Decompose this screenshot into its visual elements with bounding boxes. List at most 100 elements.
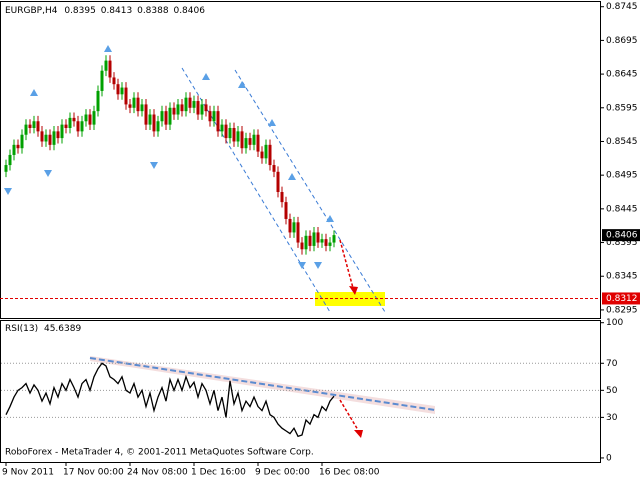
price-label-bg [602, 229, 640, 242]
rsi-name: RSI(13) [5, 324, 38, 334]
candle-body [268, 144, 272, 166]
candle-body [308, 235, 312, 246]
candle-body [132, 97, 136, 108]
y-tick-label: 0.8695 [606, 36, 638, 46]
candle-body [60, 124, 64, 139]
candle-body [108, 60, 112, 78]
arrow-head [354, 430, 363, 438]
candle-body [64, 124, 68, 128]
symbol: EURGBP,H4 [5, 6, 58, 16]
candle-body [44, 134, 48, 142]
candle-body [196, 101, 200, 115]
candle-body [216, 111, 220, 132]
arrow-head [349, 286, 358, 295]
candle-body [280, 192, 284, 203]
candle-body [116, 84, 120, 95]
candle-body [168, 107, 172, 125]
candle-body [276, 171, 280, 193]
candle-body [272, 165, 276, 172]
y-tick-label: 70 [606, 359, 618, 369]
candle-body [76, 121, 80, 132]
candle-body [28, 124, 32, 128]
candle-body [204, 104, 208, 112]
y-tick-label: 0 [606, 453, 612, 463]
y-tick-label: 0.8445 [606, 204, 638, 214]
candle-body [84, 114, 88, 122]
y-tick-label: 30 [606, 413, 618, 423]
rsi-line [5, 362, 335, 438]
candle-body [80, 121, 84, 132]
rsi-header: RSI(13) 45.6389 [5, 324, 81, 334]
candle-body [200, 104, 204, 115]
candle-body [32, 121, 36, 128]
candle-body [240, 131, 244, 149]
target-label-bg [602, 292, 640, 305]
channel-line [181, 67, 331, 313]
y-tick-label: 50 [606, 386, 618, 396]
rsi-panel [0, 320, 601, 463]
y-tick-label: 0.8345 [606, 272, 638, 282]
candle-body [4, 165, 8, 172]
rsi-trendline [89, 357, 436, 411]
candle-body [264, 144, 268, 159]
candle-body [148, 114, 152, 125]
open: 0.8395 [64, 6, 96, 16]
candle-body [56, 131, 60, 139]
candle-body [256, 134, 260, 152]
candle-body [176, 104, 180, 115]
y-tick-label: 0.8745 [606, 2, 638, 12]
candle-body [20, 134, 24, 149]
candle-body [36, 121, 40, 132]
candle-body [304, 235, 308, 250]
target-zone [315, 292, 385, 306]
candle-body [156, 121, 160, 132]
candle-body [184, 97, 188, 112]
candle-body [88, 114, 92, 125]
target-label: 0.8312 [606, 294, 638, 304]
candle-body [292, 222, 296, 233]
candle-body [96, 90, 100, 112]
candle-body [72, 117, 76, 122]
y-tick-label: 0.8495 [606, 171, 638, 181]
high: 0.8413 [101, 6, 133, 16]
candle-body [192, 101, 196, 108]
candle-body [284, 202, 288, 219]
candle-body [324, 239, 328, 246]
candle-body [248, 138, 252, 145]
candle-body [220, 124, 224, 132]
low: 0.8388 [137, 6, 169, 16]
candle-body [100, 70, 104, 91]
candle-body [112, 77, 116, 85]
forecast-arrow [339, 399, 359, 431]
candle-body [208, 111, 212, 122]
channel-line [234, 69, 386, 313]
candle-body [244, 138, 248, 149]
candle-body [228, 127, 232, 139]
candle-body [48, 134, 52, 145]
candle-body [320, 239, 324, 243]
candle-body [68, 117, 72, 128]
candle-body [120, 87, 124, 95]
candle-body [296, 222, 300, 243]
y-tick-label: 0.8295 [606, 305, 638, 315]
candle-body [140, 104, 144, 112]
copyright: RoboForex - MetaTrader 4, © 2001-2011 Me… [5, 448, 314, 458]
candle-body [144, 104, 148, 125]
candle-body [328, 242, 332, 246]
candle-body [288, 218, 292, 233]
candle-body [12, 144, 16, 155]
x-tick-label: 16 Dec 08:00 [319, 468, 380, 478]
candle-body [124, 87, 128, 105]
candle-body [172, 107, 176, 115]
x-tick-label: 1 Dec 16:00 [191, 468, 246, 478]
candle-body [300, 242, 304, 250]
candle-body [188, 97, 192, 108]
candle-body [92, 111, 96, 125]
candle-body [104, 60, 108, 71]
y-tick-label: 0.8595 [606, 103, 638, 113]
candle-body [52, 131, 56, 145]
candle-body [260, 151, 264, 159]
forecast-arrow [339, 239, 354, 289]
y-tick-label: 0.8395 [606, 238, 638, 248]
